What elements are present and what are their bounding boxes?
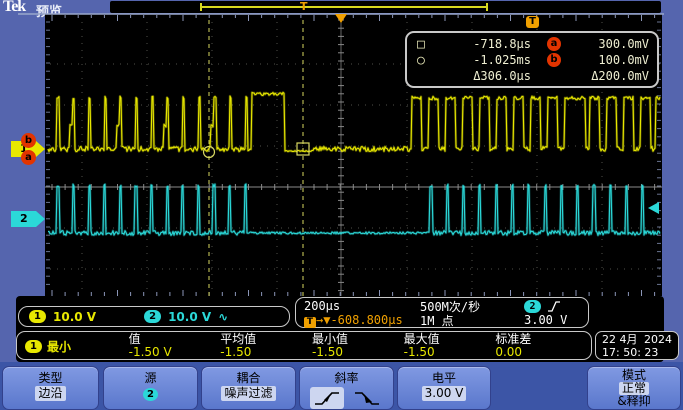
datetime-box: 22 4月 2024 17: 50: 23	[595, 331, 679, 360]
menu-source-badge: 2	[143, 388, 158, 401]
channel2-scale: 10.0 V	[168, 309, 212, 324]
menu-button-source[interactable]: 源 2	[103, 366, 198, 410]
record-window-indicator	[200, 3, 488, 11]
cursor-delta-value: Δ200.0mV	[591, 69, 649, 83]
timebase-trigger-readout: 200µs 500M次/秒 2 T →▼-608.800µs 1M 点 3.00 …	[295, 297, 589, 328]
meas-mean: -1.50	[220, 345, 252, 359]
measurement-name: 最小	[47, 339, 72, 354]
trigger-slope-icon	[548, 300, 560, 312]
measurement-source-badge: 1	[25, 339, 42, 353]
menu-coupling-title: 耦合	[236, 371, 261, 385]
trigger-source-badge: 2	[524, 299, 541, 313]
cursor-circle-symbol: ○	[417, 52, 425, 68]
meas-max: -1.50	[403, 345, 435, 359]
menu-button-level[interactable]: 电平 3.00 V	[397, 366, 491, 410]
menu-mode-value: 正常	[618, 382, 649, 395]
timebase-scale: 200µs	[304, 299, 341, 313]
channel-scale-readout: 1 10.0 V 2 10.0 V ∿	[18, 306, 290, 327]
cursor-delta-time: Δ306.0µs	[473, 69, 531, 83]
menu-type-title: 类型	[38, 371, 63, 385]
cursor-b-badge: b	[547, 53, 561, 67]
cursor-b-value: 100.0mV	[598, 53, 649, 67]
menu-button-slope[interactable]: 斜率	[299, 366, 394, 410]
sample-rate: 500M次/秒	[420, 299, 481, 314]
record-length: 1M 点	[420, 313, 454, 328]
channel1-scale: 10.0 V	[53, 309, 97, 324]
menu-source-title: 源	[144, 371, 157, 385]
date-label: 22 4月	[602, 333, 638, 346]
channel1-marker[interactable]: 1	[11, 141, 45, 157]
time-label: 17: 50: 23	[602, 346, 659, 359]
trigger-delay: →▼-608.800µs	[316, 312, 403, 327]
meas-header-max: 最大值	[403, 332, 440, 346]
menu-type-value: 边沿	[35, 386, 66, 401]
menu-slope-title: 斜率	[334, 371, 359, 385]
year-label: 2024	[644, 333, 672, 346]
meas-value: -1.50 V	[128, 345, 172, 359]
rising-edge-icon[interactable]	[309, 387, 344, 409]
meas-header-value: 值	[128, 332, 141, 346]
cursor-a-marker[interactable]: a	[21, 150, 36, 165]
menu-button-mode[interactable]: 模式 正常 &释抑	[587, 366, 681, 410]
cursor1-time: -718.8µs	[473, 37, 531, 51]
cursor-a-badge: a	[547, 37, 561, 51]
meas-header-stddev: 标准差	[495, 332, 532, 346]
channel2-coupling-icon: ∿	[218, 309, 229, 324]
menu-coupling-value: 噪声过滤	[221, 386, 276, 401]
trigger-level-value: 3.00 V	[524, 313, 568, 327]
meas-header-min: 最小值	[311, 332, 348, 346]
cursor-square-symbol: □	[417, 36, 425, 52]
expansion-point-marker[interactable]	[335, 14, 347, 23]
menu-mode-title: 模式	[621, 368, 646, 382]
menu-button-coupling[interactable]: 耦合 噪声过滤	[201, 366, 296, 410]
trigger-position-flag[interactable]: T	[526, 16, 539, 28]
menu-level-value: 3.00 V	[421, 386, 467, 401]
meas-min: -1.50	[311, 345, 344, 359]
cursor-readout-box: □ -718.8µs a 300.0mV ○ -1.025ms b 100.0m…	[405, 31, 659, 88]
record-trigger-marker[interactable]: T	[300, 0, 308, 13]
meas-stddev: 0.00	[495, 345, 523, 359]
channel2-badge[interactable]: 2	[144, 310, 162, 323]
record-view-bar[interactable]: T	[110, 1, 661, 13]
cursor-a-value: 300.0mV	[598, 37, 649, 51]
menu-level-title: 电平	[431, 371, 456, 385]
meas-header-mean: 平均值	[220, 332, 257, 346]
menu-button-type[interactable]: 类型 边沿	[2, 366, 99, 410]
tek-logo: Tek	[3, 0, 26, 15]
menu-mode-value2: &释抑	[617, 394, 651, 408]
channel2-marker[interactable]: 2	[11, 211, 45, 227]
measurement-bar: 1 最小 值 -1.50 V 平均值 -1.50 最小值 -1.50 最大值 -1.50…	[16, 331, 592, 360]
falling-edge-icon[interactable]	[350, 387, 384, 409]
trigger-t-icon: T	[304, 316, 316, 328]
cursor-b-marker[interactable]: b	[21, 133, 36, 148]
channel1-badge[interactable]: 1	[29, 310, 46, 323]
trigger-level-arrow[interactable]	[648, 202, 659, 214]
cursor2-time: -1.025ms	[473, 53, 531, 67]
